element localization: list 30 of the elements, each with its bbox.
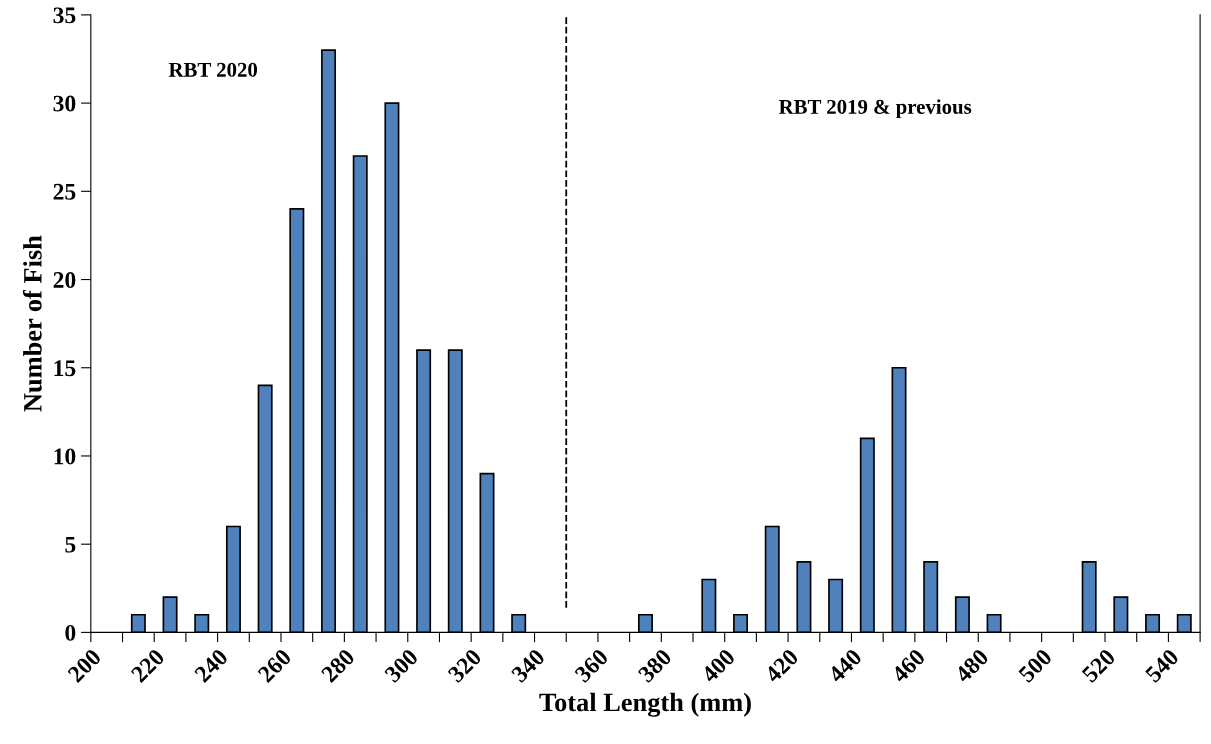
x-tick-label: 220	[130, 648, 166, 684]
x-tick-label: 240	[193, 648, 229, 684]
x-tick-label: 300	[383, 648, 419, 684]
y-tick-label: 25	[53, 183, 76, 200]
x-tick-label: 260	[257, 648, 293, 684]
x-tick-label: 500	[1017, 648, 1053, 684]
y-tick-label: 5	[65, 536, 76, 553]
x-tick-label: 400	[700, 648, 736, 684]
x-tick-label: 320	[447, 648, 483, 684]
y-tick-label: 20	[53, 272, 76, 288]
x-tick-label: 340	[510, 648, 546, 684]
annotation: RBT 2020	[168, 62, 258, 77]
x-tick-label: 540	[1144, 648, 1180, 684]
y-tick-label: 30	[53, 95, 76, 112]
y-tick-label: 10	[54, 448, 76, 465]
x-tick-label: 380	[637, 648, 673, 684]
x-tick-label: 280	[320, 648, 356, 684]
y-tick-label: 0	[65, 624, 76, 641]
y-tick-label: 35	[53, 7, 76, 24]
x-tick-label: 360	[573, 648, 610, 684]
x-tick-label: 200	[66, 648, 102, 684]
x-tick-label: 420	[763, 648, 800, 684]
x-tick-label: 460	[890, 648, 926, 684]
x-tick-label: 480	[953, 648, 990, 684]
x-axis-title: Total Length (mm)	[539, 692, 751, 717]
annotation: RBT 2019 & previous	[778, 99, 972, 119]
x-tick-label: 520	[1081, 648, 1117, 684]
x-tick-label: 440	[827, 648, 863, 684]
y-axis-title: Number of Fish	[22, 235, 42, 412]
y-tick-label: 15	[54, 360, 76, 377]
